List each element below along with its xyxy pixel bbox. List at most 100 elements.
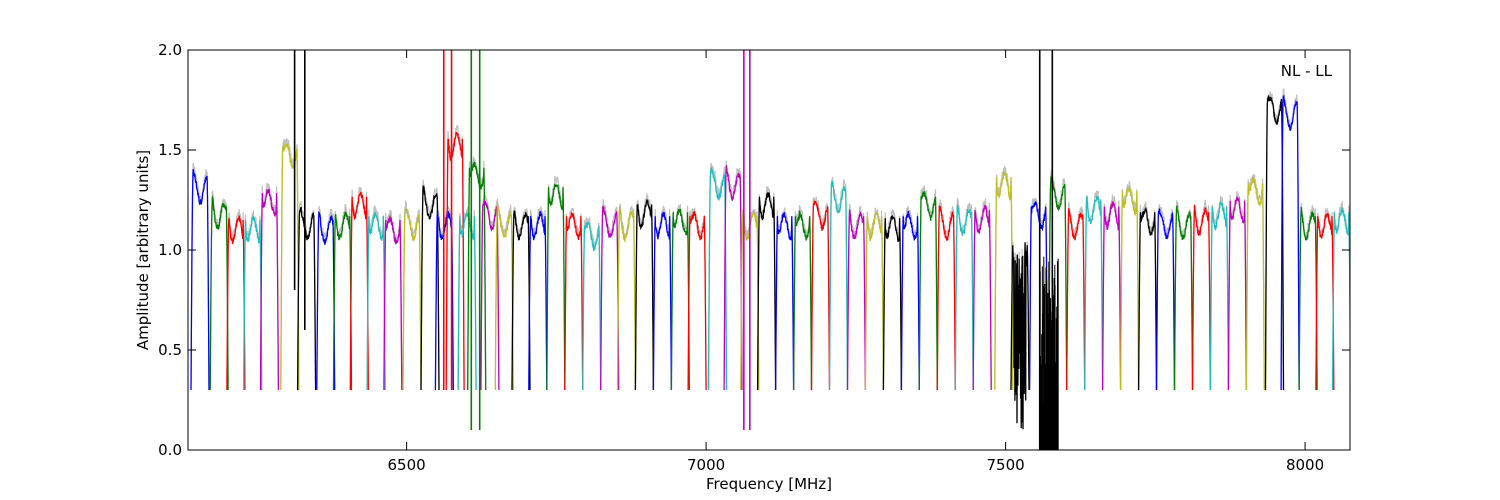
series-line-spw-1 [209,194,229,391]
series-line-spw-32 [723,165,743,391]
series-line-spw-28 [652,211,673,391]
background-trace-61 [1245,173,1265,389]
y-axis: 0.0 0.5 1.0 1.5 2.0 [158,41,1350,459]
series-line-spw-57 [1173,204,1194,391]
background-trace-52 [1084,190,1104,384]
x-axis: 6500 7000 7500 8000 [388,50,1324,474]
series-line-spw-61 [1245,176,1265,391]
series-line-spw-24 [582,221,602,391]
background-trace-6 [297,201,317,390]
background-trace-44 [936,199,956,389]
background-trace-45 [954,197,974,386]
x-tick-label: 7500 [986,456,1024,474]
series-line-spw-44 [936,205,956,391]
series-line-spw-25 [600,205,620,391]
y-tick-label: 2.0 [158,41,182,59]
background-trace-49 [1029,198,1049,389]
y-tick-label: 0.5 [158,341,182,359]
background-trace-5 [280,138,300,385]
background-trace-51 [1066,201,1086,389]
series-line-spw-49 [1028,201,1049,391]
series-line-spw-35 [774,212,795,391]
series-line-spw-62 [1264,95,1285,391]
series-line-spw-29 [670,208,690,391]
series-line-spw-37 [810,200,831,391]
series-line-spw-13 [420,185,440,391]
series-line-spw-11 [383,215,403,391]
series-line-spw-42 [900,211,920,391]
series-line-spw-56 [1155,208,1176,391]
y-tick-label: 1.5 [158,141,182,159]
series-line-spw-66 [1331,207,1350,391]
series-line-spw-22 [546,183,566,391]
series-line-spw-39 [846,209,867,391]
background-trace-58 [1191,199,1211,389]
background-trace-0 [190,162,210,385]
series-line-spw-6 [296,206,317,391]
series-line-spw-36 [792,209,813,391]
series-line-spw-17 [467,161,487,391]
baseline-annotation: NL - LL [1281,62,1333,80]
background-trace-37 [810,196,831,388]
series-line-spw-18 [480,200,500,391]
series-line-spw-12 [402,208,422,391]
background-trace-17 [467,155,487,389]
series-line-spw-54 [1119,186,1140,391]
y-tick-label: 1.0 [158,241,182,259]
x-tick-label: 7000 [687,456,725,474]
background-trace-43 [918,185,938,389]
background-trace-28 [652,205,672,386]
series-line-spw-55 [1137,206,1158,391]
series-line-spw-31 [707,167,728,391]
series-line-spw-40 [864,211,885,391]
background-trace-9 [349,186,369,387]
background-trace-65 [1315,207,1335,389]
series-line-spw-45 [954,204,974,391]
background-trace-15 [445,124,465,384]
series-line-spw-7 [316,210,336,391]
background-trace-55 [1138,201,1158,385]
series-line-spw-21 [528,211,548,391]
flagged-data-layer [293,50,1059,450]
x-axis-label: Frequency [MHz] [706,475,832,493]
series-line-spw-30 [687,210,707,391]
x-tick-label: 8000 [1286,456,1324,474]
background-trace-layer [190,88,1350,429]
series-line-spw-23 [564,212,584,391]
series-line-spw-46 [972,205,992,391]
background-trace-29 [670,204,690,386]
series-line-spw-27 [634,198,655,391]
series-line-spw-8 [332,211,353,391]
background-trace-30 [687,207,707,388]
series-line-spw-20 [511,210,531,391]
series-line-spw-2 [226,215,246,391]
background-trace-42 [900,205,920,389]
series-line-spw-59 [1209,201,1230,391]
series-line-spw-38 [828,179,849,391]
series-line-spw-65 [1315,213,1335,391]
series-line-spw-60 [1227,196,1248,391]
series-line-spw-51 [1066,208,1086,391]
y-tick-label: 0.0 [158,441,182,459]
series-line-spw-52 [1084,195,1104,391]
series-line-spw-15 [445,131,465,391]
series-layer [190,94,1350,430]
series-line-spw-34 [756,192,777,391]
series-line-spw-58 [1191,204,1212,391]
flagged-block-0 [1039,256,1059,450]
series-line-spw-0 [190,169,210,391]
y-axis-label: Amplitude [arbitrary units] [134,150,152,350]
series-line-spw-3 [243,215,263,391]
background-trace-7 [316,205,336,389]
series-line-spw-48 [1010,242,1030,430]
series-line-spw-9 [349,191,369,391]
background-trace-57 [1173,200,1194,388]
series-line-spw-64 [1298,206,1318,391]
background-trace-27 [634,193,654,390]
series-line-spw-5 [280,143,300,391]
series-line-spw-53 [1101,201,1122,391]
series-line-spw-43 [918,191,938,391]
x-tick-label: 6500 [388,456,426,474]
background-trace-66 [1332,200,1350,386]
